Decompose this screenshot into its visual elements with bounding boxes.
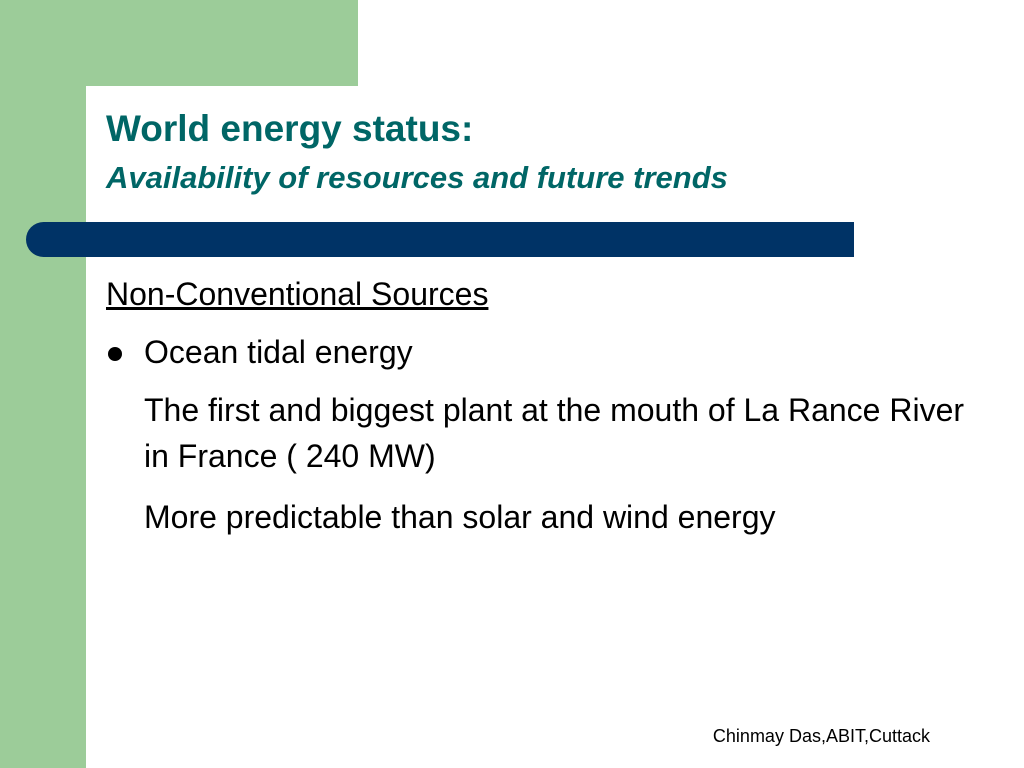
bullet-text: Ocean tidal energy: [144, 334, 413, 370]
section-heading: Non-Conventional Sources: [106, 276, 489, 312]
bullet-dot: [108, 347, 122, 361]
footer: Chinmay Das,ABIT,Cuttack: [712, 726, 930, 746]
title: World energy status:: [106, 108, 474, 149]
green-band: [0, 0, 358, 86]
subtitle: Availability of resources and future tre…: [106, 160, 728, 195]
divider-bar: [26, 222, 854, 257]
green-band: [0, 0, 86, 768]
paragraph: More predictable than solar and wind ene…: [144, 499, 776, 535]
paragraph: The first and biggest plant at the mouth…: [144, 392, 965, 474]
